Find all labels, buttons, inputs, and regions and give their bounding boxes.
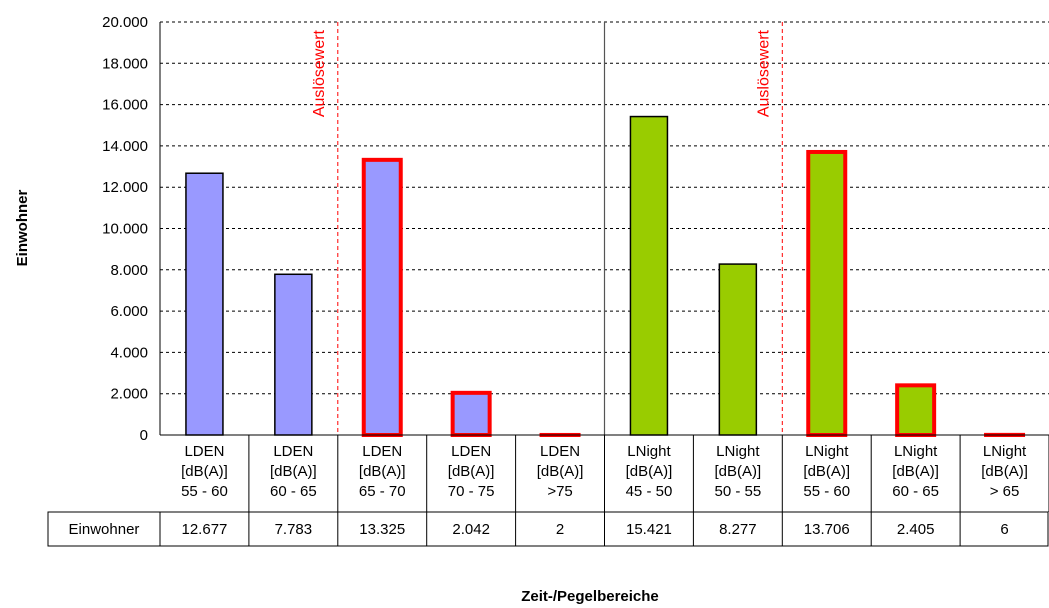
x-tick-label: 55 - 60 bbox=[803, 483, 850, 500]
bar bbox=[895, 383, 937, 438]
data-table-value: 7.783 bbox=[275, 521, 313, 538]
x-tick-label: LNight bbox=[805, 443, 849, 460]
bar bbox=[185, 172, 224, 436]
x-tick-label: LNight bbox=[627, 443, 671, 460]
data-table-value: 12.677 bbox=[182, 521, 228, 538]
x-axis-title: Zeit-/Pegelbereiche bbox=[521, 588, 659, 605]
x-tick-label: LNight bbox=[716, 443, 760, 460]
data-table-value: 13.325 bbox=[359, 521, 405, 538]
y-axis: 0 2.000 4.000 6.000 8.000 10.000 12.000 14.000 1… bbox=[102, 14, 161, 444]
x-tick-label: 60 - 65 bbox=[892, 483, 939, 500]
x-tick-label: 65 - 70 bbox=[359, 483, 406, 500]
x-tick-label: [dB(A)] bbox=[270, 463, 317, 480]
data-table-value: 2.042 bbox=[452, 521, 490, 538]
x-axis: LDEN [dB(A)] 55 - 60 LDEN [dB(A)] 60 - 65 LDEN… bbox=[160, 434, 1049, 512]
x-tick-label: >75 bbox=[547, 483, 572, 500]
data-table-series-label: Einwohner bbox=[69, 521, 140, 538]
data-table-value: 13.706 bbox=[804, 521, 850, 538]
bars bbox=[185, 115, 1026, 438]
y-tick-label: 0 bbox=[140, 427, 148, 444]
x-tick-label: [dB(A)] bbox=[537, 463, 584, 480]
y-tick-label: 10.000 bbox=[102, 221, 148, 238]
y-tick-label: 4.000 bbox=[110, 344, 148, 361]
data-table-value: 6 bbox=[1000, 521, 1008, 538]
gridlines bbox=[160, 21, 1049, 435]
y-tick-label: 12.000 bbox=[102, 179, 148, 196]
x-tick-label: > 65 bbox=[990, 483, 1020, 500]
y-tick-label: 18.000 bbox=[102, 55, 148, 72]
bar bbox=[718, 263, 758, 436]
y-tick-label: 2.000 bbox=[110, 386, 148, 403]
x-tick-label: 60 - 65 bbox=[270, 483, 317, 500]
x-tick-label: [dB(A)] bbox=[359, 463, 406, 480]
x-tick-label: LDEN bbox=[362, 443, 402, 460]
x-tick-label: [dB(A)] bbox=[981, 463, 1028, 480]
threshold-annotation: Auslösewert bbox=[755, 29, 772, 117]
x-tick-label: 55 - 60 bbox=[181, 483, 228, 500]
data-table: Einwohner 12.677 7.783 13.325 2.042 2 15.421 8.… bbox=[47, 511, 1049, 547]
data-table-value: 15.421 bbox=[626, 521, 672, 538]
y-tick-label: 16.000 bbox=[102, 97, 148, 114]
x-tick-label: [dB(A)] bbox=[803, 463, 850, 480]
data-table-value: 2 bbox=[556, 521, 564, 538]
data-table-value: 8.277 bbox=[719, 521, 757, 538]
x-tick-label: LNight bbox=[983, 443, 1027, 460]
x-tick-label: LDEN bbox=[184, 443, 224, 460]
x-tick-label: [dB(A)] bbox=[715, 463, 762, 480]
x-tick-label: [dB(A)] bbox=[181, 463, 228, 480]
data-table-border bbox=[47, 511, 1049, 547]
x-tick-label: [dB(A)] bbox=[892, 463, 939, 480]
bar bbox=[629, 115, 669, 436]
bar bbox=[806, 149, 848, 437]
y-tick-label: 8.000 bbox=[110, 262, 148, 279]
threshold-annotation: Auslösewert bbox=[311, 29, 328, 117]
y-tick-label: 20.000 bbox=[102, 14, 148, 31]
x-tick-label: LDEN bbox=[540, 443, 580, 460]
x-tick-label: LDEN bbox=[451, 443, 491, 460]
x-tick-label: [dB(A)] bbox=[448, 463, 495, 480]
threshold-lines: Auslösewert Auslösewert bbox=[311, 22, 783, 435]
y-tick-label: 6.000 bbox=[110, 303, 148, 320]
data-table-value: 2.405 bbox=[897, 521, 935, 538]
x-tick-label: 50 - 55 bbox=[714, 483, 761, 500]
y-tick-label: 14.000 bbox=[102, 138, 148, 155]
x-tick-label: 70 - 75 bbox=[448, 483, 495, 500]
bar bbox=[450, 390, 492, 438]
x-tick-label: 45 - 50 bbox=[626, 483, 673, 500]
bar bbox=[361, 157, 403, 437]
x-tick-label: [dB(A)] bbox=[626, 463, 673, 480]
x-tick-label: LDEN bbox=[273, 443, 313, 460]
y-axis-title: Einwohner bbox=[14, 190, 31, 267]
bar bbox=[274, 273, 313, 436]
x-tick-label: LNight bbox=[894, 443, 938, 460]
